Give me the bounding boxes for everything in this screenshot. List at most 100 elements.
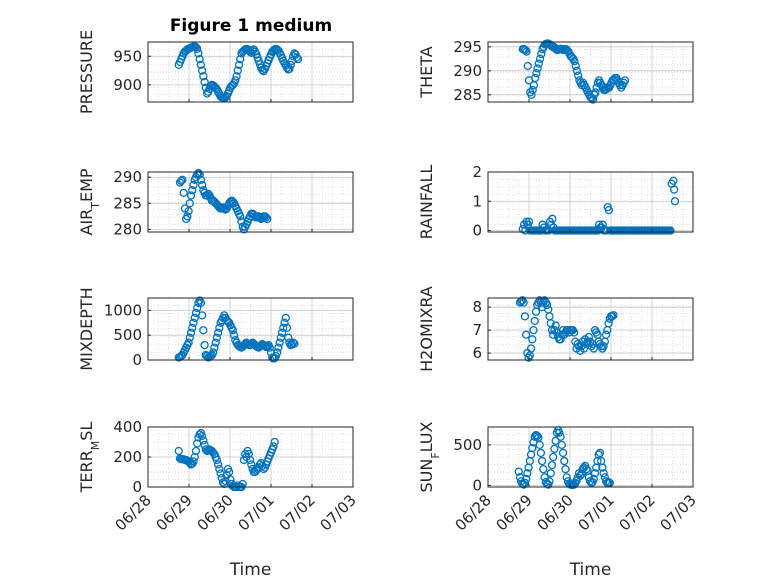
data-point (561, 465, 570, 474)
data-point (523, 61, 532, 71)
data-point (231, 76, 240, 85)
data-point (522, 47, 531, 56)
data-point (209, 448, 218, 457)
data-point (229, 331, 239, 340)
data-point (260, 341, 270, 351)
data-point (542, 300, 552, 310)
data-point (534, 59, 543, 68)
y-tick-label: 0 (132, 351, 142, 369)
y-tick-label: 0 (132, 478, 142, 496)
data-point (210, 343, 219, 352)
axes-box (487, 426, 694, 488)
data-point (670, 197, 680, 206)
data-point (185, 199, 194, 208)
data-point (277, 328, 287, 337)
data-point (226, 197, 235, 206)
data-point (609, 311, 618, 320)
data-point (537, 49, 546, 59)
data-point (557, 440, 566, 449)
data-point (519, 45, 529, 54)
data-point (228, 197, 238, 206)
data-point (533, 64, 542, 73)
data-point (178, 175, 187, 184)
y-axis-label: H2OMIXRA (417, 286, 436, 372)
data-point (292, 53, 301, 62)
y-axis-label: RAINFALL (417, 165, 436, 240)
x-axis-label: Time (229, 560, 272, 580)
data-point (279, 323, 288, 332)
data-point (259, 464, 268, 474)
y-tick-label: 500 (453, 436, 482, 454)
major-grid (147, 42, 354, 102)
data-point (589, 474, 598, 484)
data-point (245, 340, 255, 350)
y-axis-label: THETA (417, 46, 436, 98)
y-tick-label: 280 (113, 220, 142, 238)
series (174, 42, 303, 103)
data-point (232, 72, 241, 81)
data-point (535, 440, 544, 449)
data-point (245, 455, 255, 465)
data-point (571, 61, 580, 71)
data-point (601, 330, 611, 339)
axes-5: 0 500 1000 MIXDEPTH (77, 287, 354, 371)
y-tick-label: 290 (453, 62, 482, 80)
data-point (184, 206, 193, 216)
data-point (215, 323, 224, 332)
data-point (528, 443, 537, 453)
axes-1: 900 950 PRESSURE (77, 30, 354, 114)
data-point (212, 333, 222, 342)
y-tick-label: 285 (453, 86, 482, 104)
data-point (521, 46, 530, 55)
y-tick-label: 500 (113, 326, 142, 344)
y-tick-label: 400 (113, 418, 142, 436)
data-point (202, 89, 212, 98)
y-tick-label: 0 (472, 476, 482, 494)
series (174, 296, 299, 363)
data-point (269, 442, 278, 451)
y-axis-label: MIXDEPTH (77, 287, 96, 370)
data-point (186, 191, 196, 200)
y-axis-label: PRESSURE (77, 30, 96, 114)
axes-box (147, 171, 354, 233)
data-point (514, 467, 523, 476)
data-point (536, 448, 546, 458)
y-tick-label: 1 (472, 192, 482, 210)
data-point (261, 342, 271, 352)
data-point (188, 186, 197, 195)
data-point (197, 180, 207, 190)
data-point (261, 213, 271, 222)
data-point (177, 176, 186, 186)
data-point (228, 326, 238, 335)
data-point (569, 480, 579, 489)
data-point (191, 446, 201, 456)
axes-box (487, 297, 694, 361)
data-point (218, 203, 228, 212)
data-point (591, 88, 600, 97)
data-point (605, 478, 614, 488)
y-tick-label: 8 (472, 298, 482, 316)
data-point (528, 85, 537, 95)
data-point (293, 54, 303, 64)
data-point (523, 469, 532, 478)
axes-box (147, 297, 354, 361)
data-point (589, 344, 598, 353)
data-point (546, 469, 555, 478)
data-point (225, 467, 234, 477)
data-point (234, 60, 244, 70)
data-point (608, 312, 617, 321)
data-point (585, 337, 595, 346)
data-point (570, 57, 579, 66)
x-axis-label: Time (569, 560, 612, 580)
data-point (215, 464, 224, 474)
data-point (524, 217, 534, 226)
data-point (551, 436, 560, 445)
axes-3: 280 285 290 AIRTEMP (77, 168, 354, 238)
y-tick-label: 2 (472, 163, 482, 181)
data-point (213, 460, 223, 469)
data-point (528, 335, 537, 344)
data-point (196, 60, 206, 70)
data-point (588, 95, 598, 104)
y-tick-label: 900 (113, 76, 142, 94)
y-tick-label: 200 (113, 448, 142, 466)
